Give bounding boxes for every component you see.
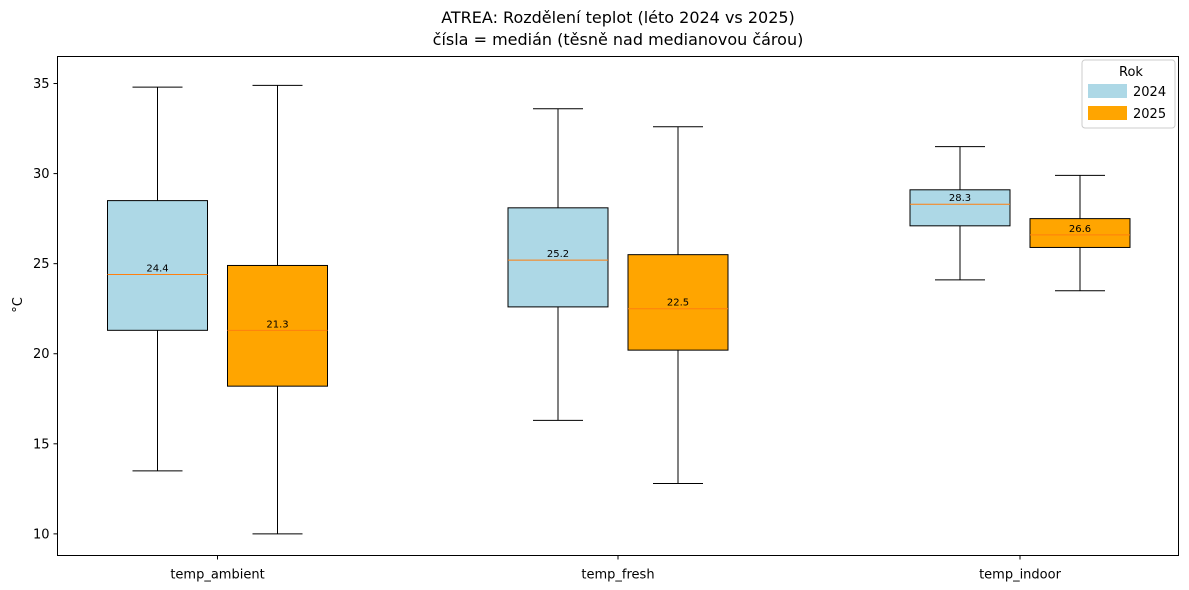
chart-marks: 24.4 25.2 28.3 21.3 22.5 26.6 xyxy=(107,84,1131,535)
median-label-temp_fresh-2025: 22.5 xyxy=(667,298,689,309)
median-label-temp_ambient-2025: 21.3 xyxy=(266,319,288,330)
y-tick-label-15: 15 xyxy=(33,437,50,452)
x-tick-label-temp_indoor: temp_indoor xyxy=(979,568,1062,583)
y-tick-label-30: 30 xyxy=(33,167,50,182)
plot-area-frame xyxy=(57,56,1179,556)
chart-legend: Rok 2024 2025 xyxy=(1081,59,1176,129)
legend-title: Rok xyxy=(1119,65,1143,80)
x-tick-label-temp_ambient: temp_ambient xyxy=(170,568,264,583)
y-tick-label-25: 25 xyxy=(33,257,50,272)
y-tick-label-35: 35 xyxy=(33,77,50,92)
median-label-temp_ambient-2024: 24.4 xyxy=(146,263,168,274)
box-temp_ambient-2025 xyxy=(227,264,328,387)
box-temp_indoor-2025 xyxy=(1029,218,1131,248)
box-temp_fresh-2024 xyxy=(507,207,609,308)
legend-label-2024: 2024 xyxy=(1133,85,1166,100)
legend-label-2025: 2025 xyxy=(1133,107,1166,122)
chart-axes: 10 15 20 25 30 35 temp_ambient temp_fresh temp_i… xyxy=(33,77,1062,582)
x-tick-label-temp_fresh: temp_fresh xyxy=(581,568,654,583)
box-temp_ambient-2024 xyxy=(107,200,208,331)
chart-subtitle: čísla = medián (těsně nad medianovou čár… xyxy=(433,30,804,49)
box-temp_indoor-2024 xyxy=(909,189,1011,227)
y-axis-label: °C xyxy=(11,297,26,313)
legend-swatch-2025 xyxy=(1088,106,1127,120)
legend-swatch-2024 xyxy=(1088,84,1127,98)
chart-title: ATREA: Rozdělení teplot (léto 2024 vs 20… xyxy=(441,8,795,27)
median-label-temp_indoor-2025: 26.6 xyxy=(1069,224,1091,235)
median-label-temp_fresh-2024: 25.2 xyxy=(547,249,569,260)
y-tick-label-10: 10 xyxy=(33,527,50,542)
y-tick-label-20: 20 xyxy=(33,347,50,362)
median-label-temp_indoor-2024: 28.3 xyxy=(949,193,971,204)
box-temp_fresh-2025 xyxy=(627,254,729,351)
